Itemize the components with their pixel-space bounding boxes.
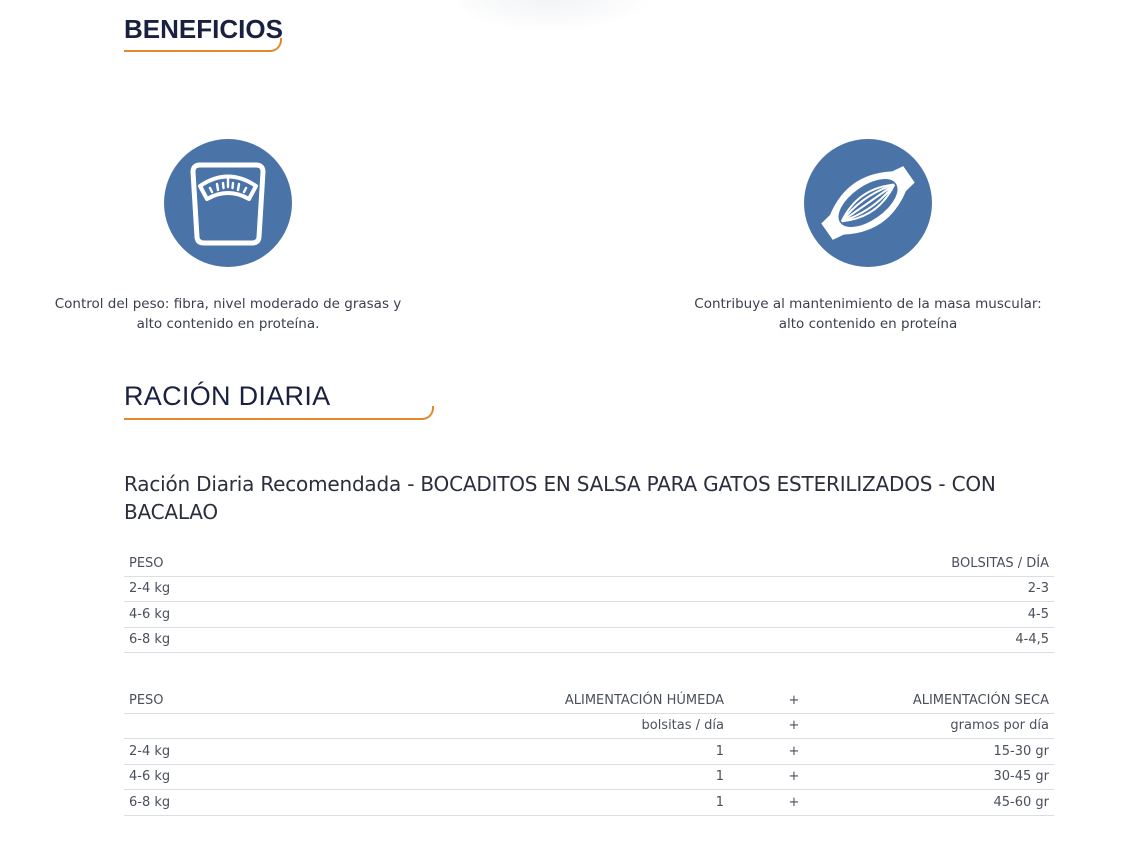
cell-seca: 45-60 gr (859, 789, 1054, 816)
cell-humeda: 1 (304, 789, 729, 816)
header-alimentacion-seca: ALIMENTACIÓN SECA (859, 688, 1054, 714)
ration-table-wet-only: PESO BOLSITAS / DÍA 2-4 kg 2-3 4-6 kg 4-… (124, 551, 1054, 653)
table-header-row: PESO ALIMENTACIÓN HÚMEDA + ALIMENTACIÓN … (124, 688, 1054, 714)
header-bolsitas-dia: BOLSITAS / DÍA (423, 551, 1054, 577)
cell-humeda: 1 (304, 738, 729, 765)
ration-table-mixed: PESO ALIMENTACIÓN HÚMEDA + ALIMENTACIÓN … (124, 688, 1054, 816)
subheader-bolsitas-dia: bolsitas / día (304, 713, 729, 739)
table-header-row: PESO BOLSITAS / DÍA (124, 551, 1054, 577)
cell-peso: 4-6 kg (124, 601, 424, 628)
table-row: 2-4 kg 1 + 15-30 gr (124, 738, 1054, 765)
weighing-scale-icon (164, 139, 292, 267)
subheader-empty (124, 713, 304, 739)
subheader-plus: + (729, 713, 859, 739)
cell-peso: 6-8 kg (124, 789, 304, 816)
heading-underline (124, 406, 434, 420)
cell-peso: 4-6 kg (124, 764, 304, 790)
benefit-description: Contribuye al mantenimiento de la masa m… (694, 296, 1042, 332)
beneficios-heading: BENEFICIOS (124, 14, 283, 52)
header-peso: PESO (124, 688, 304, 714)
benefit-muscle-maintenance: Contribuye al mantenimiento de la masa m… (688, 139, 1048, 334)
table-subheader-row: bolsitas / día + gramos por día (124, 713, 1054, 739)
table-row: 4-6 kg 1 + 30-45 gr (124, 764, 1054, 790)
cell-peso: 2-4 kg (124, 576, 424, 602)
subheader-gramos-dia: gramos por día (859, 713, 1054, 739)
benefit-description: Control del peso: fibra, nivel moderado … (54, 296, 402, 332)
table-row: 6-8 kg 1 + 45-60 gr (124, 789, 1054, 816)
cell-bolsitas: 4-4,5 (423, 627, 1054, 653)
decorative-shadow (450, 0, 650, 30)
cell-peso: 6-8 kg (124, 627, 424, 653)
racion-diaria-heading-text: RACIÓN DIARIA (124, 381, 331, 411)
table-row: 4-6 kg 4-5 (124, 601, 1054, 628)
header-plus: + (729, 688, 859, 714)
cell-seca: 15-30 gr (859, 738, 1054, 765)
cell-bolsitas: 2-3 (423, 576, 1054, 602)
header-alimentacion-humeda: ALIMENTACIÓN HÚMEDA (304, 688, 729, 714)
racion-subtitle: Ración Diaria Recomendada - BOCADITOS EN… (124, 472, 996, 524)
cell-humeda: 1 (304, 764, 729, 790)
cell-bolsitas: 4-5 (423, 601, 1054, 628)
cell-peso: 2-4 kg (124, 738, 304, 765)
racion-diaria-heading: RACIÓN DIARIA (124, 381, 434, 420)
table-row: 6-8 kg 4-4,5 (124, 627, 1054, 653)
header-peso: PESO (124, 551, 424, 577)
heading-underline (124, 38, 282, 52)
cell-plus: + (729, 764, 859, 790)
beneficios-heading-text: BENEFICIOS (124, 14, 283, 44)
benefit-weight-control: Control del peso: fibra, nivel moderado … (48, 139, 408, 334)
cell-plus: + (729, 738, 859, 765)
table-row: 2-4 kg 2-3 (124, 576, 1054, 602)
cell-seca: 30-45 gr (859, 764, 1054, 790)
cell-plus: + (729, 789, 859, 816)
muscle-icon (804, 139, 932, 267)
